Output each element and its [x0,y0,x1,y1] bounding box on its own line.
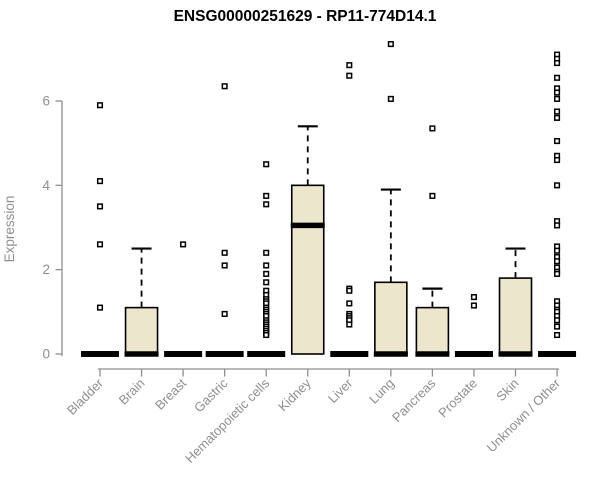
outlier-point [263,161,270,168]
box-group-liver [330,62,369,357]
x-tick-label-pancreas: Pancreas [389,375,439,425]
y-axis-label: Expression [2,196,17,263]
x-tick-label-breast: Breast [152,375,189,412]
x-tick-label-lung: Lung [366,376,397,407]
box-group-bladder [81,102,119,357]
outlier-point [221,249,228,256]
outlier-point [470,294,477,301]
outlier-point [554,182,561,189]
outlier-point [554,74,561,81]
box-group-prostate [454,294,493,357]
box-group-unknown-other [538,51,577,357]
outlier-point [554,114,561,121]
collapsed-box-bar [205,351,244,357]
outlier-point [96,241,104,248]
outlier-point [554,156,561,164]
outlier-point [554,331,561,339]
outlier-point [96,102,104,109]
outlier-point [96,178,104,185]
outlier-point [429,125,436,132]
box-rect [124,306,159,355]
outlier-point [554,222,561,229]
x-tick-label-unknown-other: Unknown / Other [484,375,564,455]
outlier-point [554,317,561,324]
outlier-point [346,72,353,79]
outlier-point [429,192,436,199]
x-tick-label-liver: Liver [325,375,356,406]
box-group-gastric [205,83,244,357]
x-tick-label-brain: Brain [116,376,148,408]
outlier-point [96,304,104,311]
chart-title: ENSG00000251629 - RP11-774D14.1 [174,8,437,25]
box-rect [374,281,408,355]
collapsed-box-bar [538,351,577,357]
x-tick-label-kidney: Kidney [275,375,314,414]
outlier-point [554,60,561,67]
collapsed-box-bar [330,351,369,357]
collapsed-box-bar [247,351,286,357]
outlier-point [221,83,228,90]
median-line [290,222,325,229]
outlier-point [263,262,270,269]
outlier-point [470,302,477,309]
box-group-skin [498,247,533,357]
box-rect [290,184,325,355]
x-tick-label-gastric: Gastric [191,375,231,415]
y-tick-label: 0 [42,347,50,362]
outlier-point [263,331,270,339]
outlier-point [554,270,561,277]
median-line [415,351,450,357]
collapsed-box-bar [164,351,203,357]
box-group-breast [164,241,203,357]
y-tick-label: 2 [42,262,50,277]
collapsed-box-bar [454,351,493,357]
outlier-point [554,323,561,330]
outlier-point [346,287,353,294]
outlier-point [96,203,104,210]
outlier-point [263,279,270,286]
outlier-point [221,262,228,269]
outlier-point [346,300,353,307]
outlier-point [263,201,270,208]
box-groups [81,41,577,357]
outlier-point [554,258,561,265]
outlier-point [554,138,561,145]
box-rect [415,306,450,355]
y-tick-label: 6 [42,94,50,109]
outlier-point [263,249,270,256]
outlier-point [554,89,561,96]
outlier-point [180,241,187,248]
median-line [373,351,408,357]
outlier-point [554,247,561,254]
x-tick-label-prostate: Prostate [435,376,480,421]
outlier-point [554,108,561,115]
box-group-pancreas [415,125,450,357]
collapsed-box-bar [81,351,119,357]
outlier-point [554,95,561,102]
median-line [124,351,159,357]
outlier-point [387,41,394,48]
outlier-point [346,321,353,328]
x-tick-label-bladder: Bladder [64,375,107,418]
box-rect [498,277,533,355]
outlier-point [346,62,353,69]
x-tick-label-skin: Skin [493,376,521,404]
y-tick-label: 4 [42,178,50,193]
box-group-lung [373,41,408,357]
outlier-point [221,310,228,317]
median-line [498,351,533,357]
outlier-point [387,95,394,102]
box-group-kidney [290,125,325,355]
box-group-hematopoietic-cells [247,161,286,357]
outlier-point [263,270,270,277]
outlier-point [263,192,270,199]
box-group-brain [124,247,159,357]
